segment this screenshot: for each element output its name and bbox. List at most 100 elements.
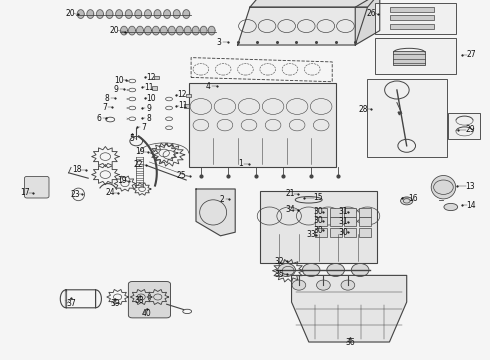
Text: 10: 10 bbox=[114, 76, 124, 85]
Text: 31: 31 bbox=[338, 217, 348, 226]
Text: 8: 8 bbox=[146, 114, 151, 123]
Bar bbox=[330, 208, 342, 217]
Text: 16: 16 bbox=[408, 194, 418, 203]
Polygon shape bbox=[173, 10, 180, 18]
Text: 20: 20 bbox=[65, 9, 75, 18]
Text: 7: 7 bbox=[141, 123, 146, 132]
Circle shape bbox=[292, 280, 306, 290]
Text: 6: 6 bbox=[97, 114, 101, 123]
Bar bbox=[393, 51, 425, 65]
Text: 26: 26 bbox=[366, 9, 376, 18]
Ellipse shape bbox=[401, 197, 413, 205]
Bar bbox=[330, 217, 342, 226]
Text: 30: 30 bbox=[314, 207, 323, 216]
Circle shape bbox=[327, 264, 344, 276]
Polygon shape bbox=[97, 10, 103, 18]
Text: 8: 8 bbox=[104, 94, 109, 103]
Text: 2: 2 bbox=[220, 194, 224, 204]
Text: 17: 17 bbox=[21, 188, 30, 197]
Text: 19: 19 bbox=[135, 148, 145, 157]
Polygon shape bbox=[208, 26, 215, 35]
Text: 12: 12 bbox=[177, 90, 187, 99]
Bar bbox=[315, 217, 327, 226]
Bar bbox=[359, 208, 371, 217]
Polygon shape bbox=[87, 10, 94, 18]
Text: 22: 22 bbox=[133, 160, 143, 169]
Polygon shape bbox=[135, 10, 142, 18]
Circle shape bbox=[302, 264, 320, 276]
Text: 7: 7 bbox=[102, 103, 107, 112]
Polygon shape bbox=[164, 10, 171, 18]
Polygon shape bbox=[169, 26, 175, 35]
Polygon shape bbox=[183, 10, 190, 18]
Text: 40: 40 bbox=[142, 310, 152, 319]
Bar bbox=[359, 228, 371, 237]
Polygon shape bbox=[116, 10, 122, 18]
Text: 9: 9 bbox=[146, 104, 151, 113]
Text: 12: 12 bbox=[146, 73, 156, 82]
Bar bbox=[186, 94, 191, 97]
FancyBboxPatch shape bbox=[128, 282, 171, 318]
Polygon shape bbox=[292, 275, 407, 342]
Bar bbox=[390, 15, 434, 20]
Text: 15: 15 bbox=[313, 193, 322, 202]
Circle shape bbox=[278, 264, 295, 276]
Text: 35: 35 bbox=[274, 270, 284, 279]
Text: 9: 9 bbox=[114, 85, 119, 94]
Circle shape bbox=[317, 280, 330, 290]
Bar bbox=[375, 38, 456, 74]
Text: 20: 20 bbox=[109, 26, 119, 35]
Text: 4: 4 bbox=[205, 82, 210, 91]
Bar bbox=[315, 228, 327, 237]
Ellipse shape bbox=[444, 203, 458, 211]
Text: 30: 30 bbox=[314, 216, 323, 225]
Text: 10: 10 bbox=[146, 94, 156, 103]
Text: 25: 25 bbox=[176, 171, 186, 180]
Polygon shape bbox=[77, 10, 84, 18]
Ellipse shape bbox=[431, 176, 456, 199]
Bar bbox=[375, 3, 456, 34]
Text: 23: 23 bbox=[70, 190, 80, 199]
Bar bbox=[448, 113, 480, 139]
Text: 5: 5 bbox=[129, 134, 134, 143]
Bar bbox=[344, 228, 356, 237]
Bar bbox=[359, 217, 371, 226]
Text: 27: 27 bbox=[466, 50, 476, 59]
Text: 30: 30 bbox=[338, 228, 348, 237]
Text: 18: 18 bbox=[73, 166, 82, 175]
Polygon shape bbox=[355, 0, 380, 45]
Text: 29: 29 bbox=[466, 125, 475, 134]
Text: 11: 11 bbox=[178, 102, 188, 111]
Text: 3: 3 bbox=[217, 38, 221, 47]
Bar bbox=[390, 7, 434, 12]
Polygon shape bbox=[154, 10, 161, 18]
Text: 31: 31 bbox=[338, 207, 348, 216]
Polygon shape bbox=[137, 26, 144, 35]
Polygon shape bbox=[250, 0, 380, 7]
Bar bbox=[260, 191, 377, 263]
Polygon shape bbox=[160, 26, 167, 35]
Bar bbox=[152, 86, 157, 90]
Text: 32: 32 bbox=[274, 256, 284, 266]
Text: 14: 14 bbox=[466, 201, 476, 210]
Text: 39: 39 bbox=[110, 299, 120, 307]
Text: 38: 38 bbox=[135, 296, 145, 305]
Polygon shape bbox=[184, 26, 191, 35]
Polygon shape bbox=[145, 10, 151, 18]
FancyBboxPatch shape bbox=[24, 176, 49, 198]
Bar bbox=[154, 76, 159, 79]
Bar bbox=[315, 208, 327, 217]
Text: 36: 36 bbox=[345, 338, 355, 347]
Polygon shape bbox=[176, 26, 183, 35]
Bar bbox=[390, 24, 434, 29]
Bar bbox=[344, 217, 356, 226]
Polygon shape bbox=[192, 26, 199, 35]
Text: 13: 13 bbox=[466, 182, 475, 191]
Bar bbox=[344, 208, 356, 217]
Text: 37: 37 bbox=[66, 299, 76, 307]
Bar bbox=[367, 79, 447, 157]
Polygon shape bbox=[200, 26, 207, 35]
Bar bbox=[330, 228, 342, 237]
Text: 30: 30 bbox=[314, 226, 323, 235]
Polygon shape bbox=[128, 26, 135, 35]
